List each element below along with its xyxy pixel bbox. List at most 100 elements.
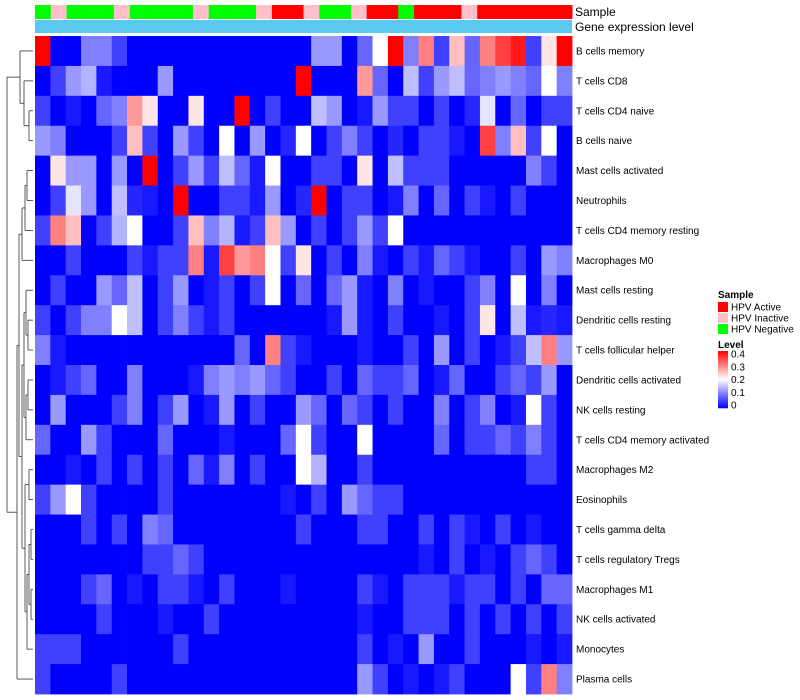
heatmap-cell (81, 484, 97, 515)
heatmap-cell (173, 36, 189, 67)
heatmap-cell (50, 634, 67, 665)
heatmap-cell (341, 574, 358, 605)
heatmap-cell (50, 394, 67, 426)
heatmap-cell (203, 335, 220, 366)
heatmap-cell (50, 185, 67, 216)
legend-gradient-step (718, 405, 728, 407)
heatmap-cell (81, 36, 97, 67)
heatmap-cell (418, 215, 435, 246)
heatmap-cell (265, 574, 281, 605)
heatmap-cell (372, 664, 389, 695)
heatmap-cell (295, 365, 312, 396)
heatmap-cell (464, 95, 481, 127)
heatmap-cell (219, 514, 235, 545)
heatmap-cell (556, 245, 573, 276)
heatmap-cell (188, 335, 205, 366)
heatmap-cell (479, 544, 496, 575)
heatmap-cell (203, 125, 220, 157)
heatmap-cell (81, 544, 97, 575)
heatmap-cell (249, 544, 266, 575)
heatmap-cell (449, 185, 465, 216)
heatmap-cell (35, 155, 51, 186)
heatmap-cell (556, 36, 573, 67)
heatmap-cell (173, 544, 189, 575)
heatmap-cell (280, 664, 297, 695)
heatmap-cell (341, 604, 358, 635)
heatmap-cell (203, 544, 220, 575)
sample-annotation-cell (382, 5, 399, 19)
heatmap-cell (357, 664, 373, 695)
row-label: Neutrophils (576, 196, 627, 207)
heatmap-cell (341, 65, 358, 97)
heatmap-cell (418, 335, 435, 366)
heatmap-cell (265, 125, 281, 157)
heatmap-cell (525, 634, 542, 665)
heatmap-cell (372, 574, 389, 605)
heatmap-cell (418, 95, 435, 127)
heatmap-cell (35, 215, 51, 246)
legend-gradient-step (718, 389, 728, 392)
heatmap-cell (556, 454, 573, 486)
heatmap-cell (157, 634, 174, 665)
heatmap-cell (50, 65, 67, 97)
heatmap-cell (495, 215, 512, 246)
heatmap-cell (142, 185, 159, 216)
heatmap-cell (127, 125, 143, 157)
heatmap-cell (157, 424, 174, 456)
heatmap-cell (341, 544, 358, 575)
sample-annotation-cell (319, 5, 336, 19)
heatmap-cell (372, 245, 389, 276)
heatmap-cell (280, 185, 297, 216)
heatmap-cell (541, 634, 558, 665)
heatmap-cell (265, 185, 281, 216)
heatmap-cell (556, 634, 573, 665)
heatmap-cell (479, 215, 496, 246)
heatmap-cell (387, 574, 404, 605)
heatmap-cell (433, 125, 450, 157)
heatmap-cell (449, 215, 465, 246)
heatmap-cell (280, 305, 297, 336)
heatmap-cell (556, 394, 573, 426)
heatmap-cell (265, 275, 281, 306)
heatmap-cell (265, 544, 281, 575)
heatmap-cell (510, 664, 527, 695)
heatmap-cell (234, 36, 251, 67)
heatmap-cell (203, 155, 220, 186)
heatmap-cell (219, 574, 235, 605)
heatmap-cell (142, 65, 159, 97)
heatmap-cell (387, 245, 404, 276)
heatmap-cell (142, 215, 159, 246)
heatmap-cell (142, 454, 159, 486)
heatmap-cell (65, 245, 82, 276)
heatmap-cell (295, 65, 312, 97)
sample-annotation-cell (398, 5, 415, 19)
sample-annotation-cell (98, 5, 115, 19)
heatmap-cell (479, 394, 496, 426)
heatmap-cell (265, 394, 281, 426)
heatmap-cell (387, 215, 404, 246)
heatmap-cell (50, 305, 67, 336)
heatmap-cell (234, 664, 251, 695)
heatmap-cell (203, 514, 220, 545)
heatmap-cell (65, 155, 82, 186)
heatmap-cell (541, 604, 558, 635)
heatmap-cell (127, 36, 143, 67)
heatmap-cell (479, 305, 496, 336)
heatmap-cell (387, 544, 404, 575)
heatmap-cell (449, 604, 465, 635)
heatmap-cell (311, 305, 327, 336)
heatmap-cell (203, 604, 220, 635)
heatmap-cell (311, 365, 327, 396)
heatmap-cell (357, 95, 373, 127)
heatmap-cell (65, 604, 82, 635)
heatmap-cell (81, 275, 97, 306)
heatmap-cell (387, 424, 404, 456)
legend-gradient-step (718, 373, 728, 376)
heatmap-cell (372, 36, 389, 67)
heatmap-cell (326, 514, 343, 545)
heatmap-cell (249, 155, 266, 186)
heatmap-cell (188, 65, 205, 97)
heatmap-cell (203, 275, 220, 306)
heatmap-cell (35, 245, 51, 276)
legend-gradient-step (718, 392, 728, 395)
